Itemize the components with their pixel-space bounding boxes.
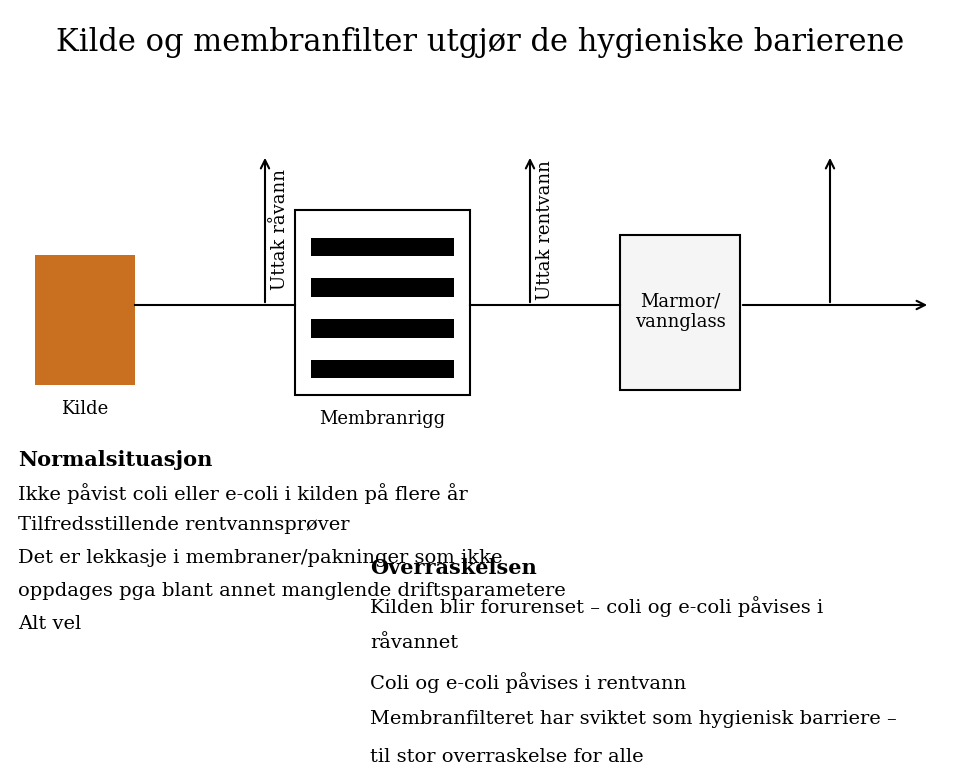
Bar [311, 319, 454, 337]
Text: Normalsituasjon: Normalsituasjon [18, 450, 212, 470]
Text: Membranrigg: Membranrigg [319, 410, 445, 428]
Text: oppdages pga blant annet manglende driftsparametere: oppdages pga blant annet manglende drift… [18, 582, 565, 600]
Text: Alt vel: Alt vel [18, 615, 82, 633]
Text: Uttak råvann: Uttak råvann [271, 169, 289, 290]
Text: Uttak rentvann: Uttak rentvann [536, 160, 554, 300]
Bar [35, 255, 135, 385]
Text: råvannet: råvannet [370, 634, 458, 652]
Bar [311, 238, 454, 256]
Text: Kilde og membranfilter utgjør de hygieniske barierene: Kilde og membranfilter utgjør de hygieni… [56, 27, 904, 57]
Text: Ikke påvist coli eller e-coli i kilden på flere år: Ikke påvist coli eller e-coli i kilden p… [18, 483, 468, 504]
Bar [620, 235, 740, 390]
Text: Tilfredsstillende rentvannsprøver: Tilfredsstillende rentvannsprøver [18, 516, 349, 534]
Bar [311, 279, 454, 297]
Text: Kilden blir forurenset – coli og e-coli påvises i: Kilden blir forurenset – coli og e-coli … [370, 596, 824, 617]
Text: Det er lekkasje i membraner/pakninger som ikke: Det er lekkasje i membraner/pakninger so… [18, 549, 502, 567]
Text: Overraskelsen: Overraskelsen [370, 558, 537, 578]
Text: Kilde: Kilde [61, 400, 108, 418]
Text: Marmor/
vannglass: Marmor/ vannglass [635, 293, 726, 331]
Text: Coli og e-coli påvises i rentvann: Coli og e-coli påvises i rentvann [370, 672, 686, 693]
Text: til stor overraskelse for alle: til stor overraskelse for alle [370, 748, 643, 766]
Bar [311, 360, 454, 378]
Text: Membranfilteret har sviktet som hygienisk barriere –: Membranfilteret har sviktet som hygienis… [370, 710, 897, 728]
Bar [295, 210, 470, 395]
